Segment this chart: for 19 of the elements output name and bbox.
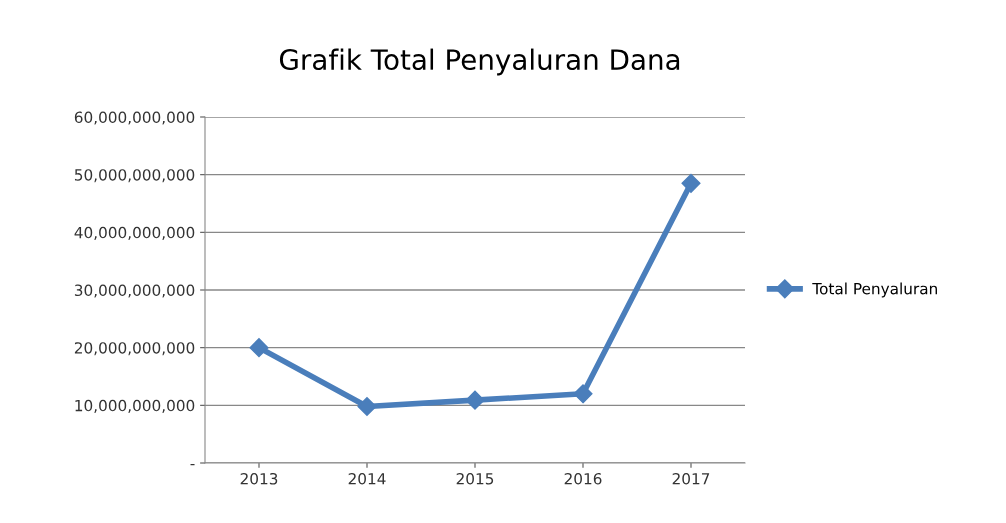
point — [249, 338, 269, 358]
y-tick-label: 60,000,000,000 — [74, 111, 195, 125]
y-tick-label: 50,000,000,000 — [74, 169, 195, 183]
y-tick-label: 20,000,000,000 — [74, 342, 195, 356]
y-tick-label: 30,000,000,000 — [74, 284, 195, 298]
point — [465, 390, 485, 410]
y-tick-label: - — [190, 464, 195, 466]
x-tick-label: 2015 — [456, 472, 494, 485]
x-tick-label: 2013 — [240, 472, 278, 485]
point — [573, 384, 593, 404]
y-tick-label: 10,000,000,000 — [75, 399, 195, 413]
point — [681, 173, 701, 193]
point — [357, 396, 377, 417]
legend-label: Total Penyaluran — [812, 282, 937, 298]
y-tick-label: 40,000,000,000 — [74, 226, 195, 240]
x-tick-label: 2017 — [672, 472, 710, 485]
x-tick-label: 2014 — [348, 472, 386, 485]
chart-title: Grafik Total Penyaluran Dana — [279, 48, 680, 76]
x-tick-label: 2016 — [564, 472, 602, 485]
